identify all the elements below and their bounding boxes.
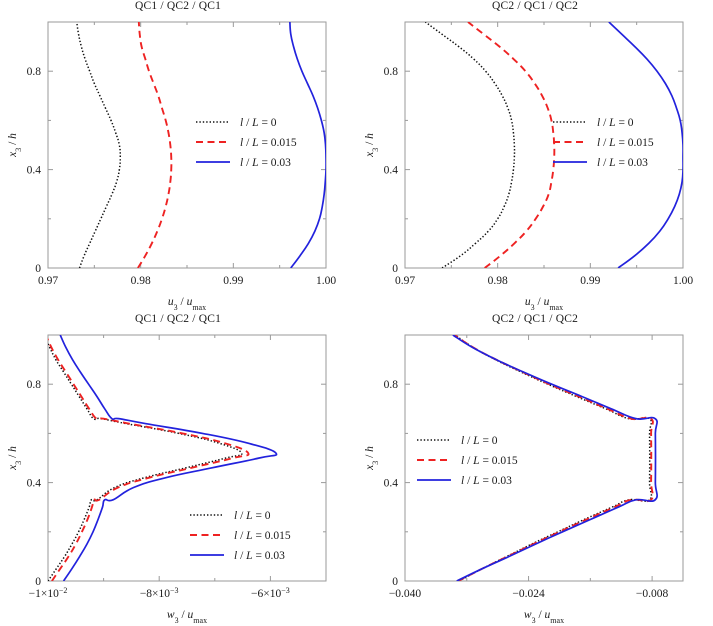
series-line-2: [452, 335, 658, 581]
y-tick-label: 0.4: [384, 478, 399, 490]
y-axis-label: x3 / h: [364, 446, 380, 471]
legend-label-1: l / L = 0.015: [240, 137, 297, 149]
series-line-1: [467, 22, 556, 268]
chart-panel-top-right: QC2 / QC1 / QC2 0.97 0.98 0.99 1.00 0 0.4 0.8 u…: [357, 0, 713, 313]
y-axis-label: x3 / h: [7, 133, 23, 158]
svg-text:x3 / h: x3 / h: [364, 446, 380, 471]
plot-canvas-bottom-right: −0.040 −0.024 −0.008 0 0.4 0.8 w3 / umax x3 / h…: [364, 334, 684, 625]
y-tick-label: 0.8: [27, 379, 42, 391]
x-tick-label: 0.99: [223, 275, 243, 287]
y-tick-label: 0.4: [27, 478, 42, 490]
series-line-2: [289, 22, 326, 268]
svg-text:x3 / h: x3 / h: [7, 446, 23, 471]
x-tick-label: 0.97: [38, 275, 58, 287]
y-tick-label: 0.4: [384, 165, 399, 177]
plot-canvas-top-right: 0.97 0.98 0.99 1.00 0 0.4 0.8 u3 / umax x3 / h l …: [364, 21, 693, 312]
series-line-1: [453, 335, 654, 581]
plot-canvas-bottom-left: −1×10−2 −8×10−3 −6×10−3 0 0.4 0.8 w3 / umax x3 …: [7, 334, 327, 625]
x-tick-label: −0.040: [389, 588, 422, 600]
y-tick-label: 0.8: [384, 66, 399, 78]
chart-panel-bottom-left: QC1 / QC2 / QC1 −1×10−2 −8×10−3 −6×10−3 0 0.…: [0, 313, 356, 626]
legend-label-2: l / L = 0.03: [240, 157, 291, 169]
x-tick-label: −6×10−3: [251, 586, 290, 601]
legend: l / L = 0 l / L = 0.015 l / L = 0.03: [190, 510, 291, 562]
panel-title: QC2 / QC1 / QC2: [491, 0, 579, 12]
curve-group: [75, 22, 326, 268]
plot-canvas-top-left: 0.97 0.98 0.99 1.00 0 0.4 0.8 u3 / umax x3 / h l …: [7, 21, 336, 312]
plot-frame: [404, 334, 684, 582]
x-tick-label: 1.00: [316, 275, 336, 287]
curve-group: [452, 335, 658, 581]
legend: l / L = 0 l / L = 0.015 l / L = 0.03: [553, 117, 654, 169]
x-tick-label: 0.99: [580, 275, 600, 287]
y-tick-label: 0: [392, 576, 398, 588]
x-tick-label: −0.008: [636, 588, 669, 600]
legend-label-0: l / L = 0: [240, 117, 277, 129]
svg-text:x3 / h: x3 / h: [364, 133, 380, 158]
legend-label-2: l / L = 0.03: [461, 475, 512, 487]
y-axis-label: x3 / h: [7, 446, 23, 471]
panel-title: QC1 / QC2 / QC1: [134, 313, 222, 325]
plot-frame: [47, 334, 327, 582]
legend-label-2: l / L = 0.03: [597, 157, 648, 169]
legend-label-0: l / L = 0: [461, 435, 498, 447]
x-axis-label: u3 / umax: [168, 296, 206, 312]
x-tick-label: 0.98: [131, 275, 151, 287]
x-tick-label: 0.97: [395, 275, 415, 287]
x-tick-label: −8×10−3: [140, 586, 179, 601]
legend-label-0: l / L = 0: [597, 117, 634, 129]
series-line-0: [454, 335, 653, 581]
series-line-0: [75, 22, 122, 268]
legend-label-1: l / L = 0.015: [597, 137, 654, 149]
series-line-0: [424, 22, 516, 268]
chart-panel-top-left: QC1 / QC2 / QC1 0.97 0.98 0.99 1.00 0 0.4 0.8 u…: [0, 0, 356, 313]
y-tick-label: 0.8: [27, 66, 42, 78]
legend-label-0: l / L = 0: [234, 510, 271, 522]
curve-group: [48, 335, 278, 581]
x-tick-label: −0.024: [512, 588, 545, 600]
x-axis-label: u3 / umax: [525, 296, 563, 312]
legend-label-2: l / L = 0.03: [234, 550, 285, 562]
legend: l / L = 0 l / L = 0.015 l / L = 0.03: [417, 435, 518, 487]
series-line-2: [608, 22, 683, 268]
series-line-0: [48, 341, 243, 581]
x-tick-label: 0.98: [488, 275, 508, 287]
y-tick-label: 0.4: [27, 165, 42, 177]
svg-text:x3 / h: x3 / h: [7, 133, 23, 158]
y-tick-label: 0: [35, 576, 41, 588]
y-tick-label: 0: [35, 263, 41, 275]
chart-panel-bottom-right: QC2 / QC1 / QC2 −0.040 −0.024 −0.008 0 0.4 0.…: [357, 313, 713, 626]
legend: l / L = 0 l / L = 0.015 l / L = 0.03: [196, 117, 297, 169]
panel-title: QC1 / QC2 / QC1: [134, 0, 222, 12]
y-tick-label: 0.8: [384, 379, 399, 391]
legend-label-1: l / L = 0.015: [234, 530, 291, 542]
series-line-1: [137, 22, 173, 268]
x-tick-label: −1×10−2: [29, 586, 68, 601]
y-tick-label: 0: [392, 263, 398, 275]
legend-label-1: l / L = 0.015: [461, 455, 518, 467]
x-axis-label: w3 / umax: [167, 609, 207, 625]
x-axis-label: w3 / umax: [524, 609, 564, 625]
y-axis-label: x3 / h: [364, 133, 380, 158]
panel-title: QC2 / QC1 / QC2: [491, 313, 579, 325]
series-line-1: [48, 337, 250, 581]
x-tick-label: 1.00: [673, 275, 693, 287]
series-line-2: [59, 335, 278, 581]
curve-group: [424, 22, 683, 268]
